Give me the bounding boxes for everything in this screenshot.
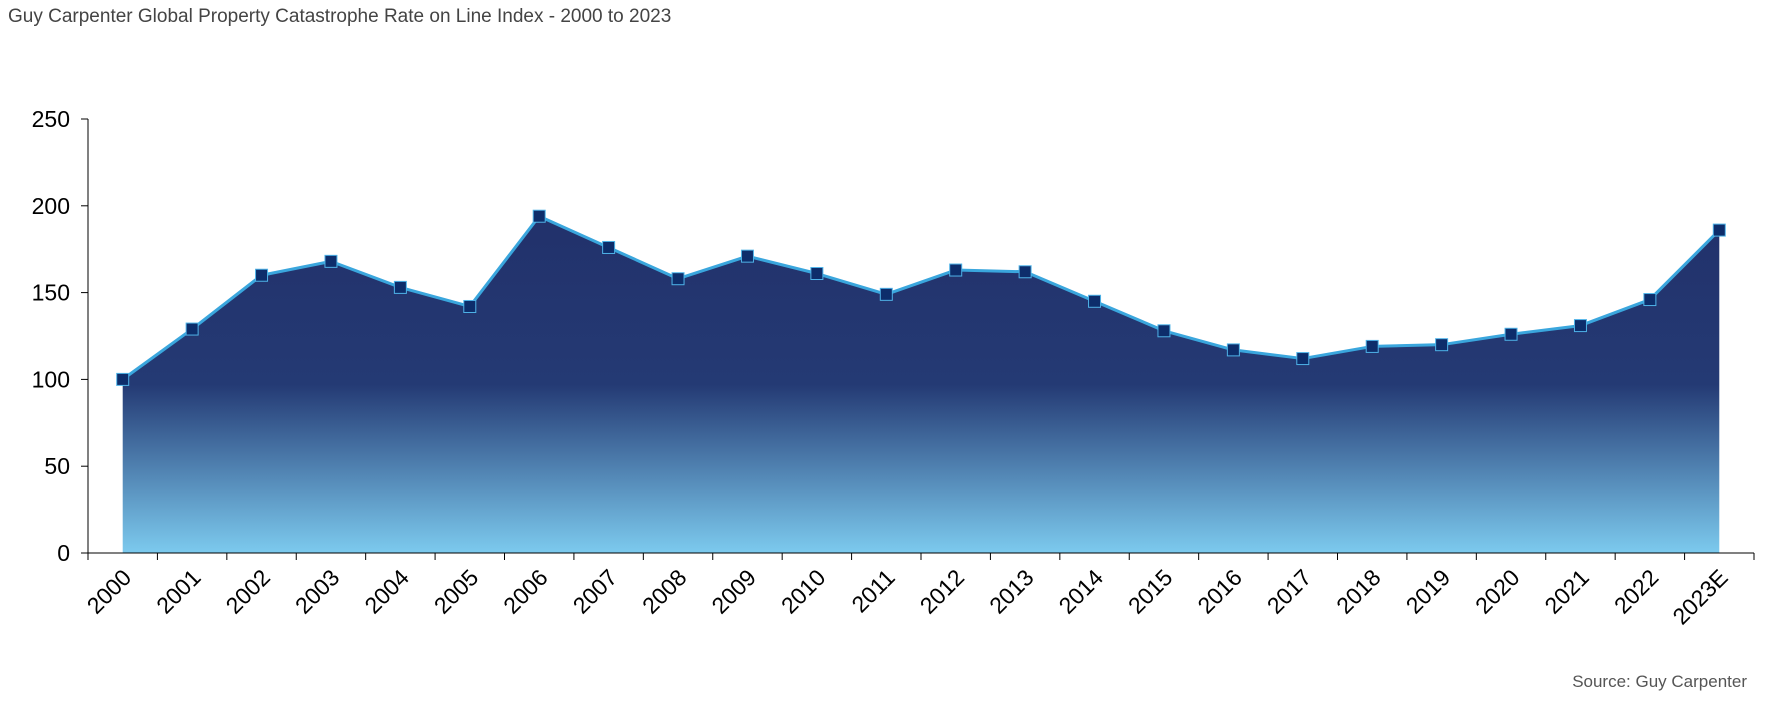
data-point-2010 [810, 267, 824, 281]
area-layer [122, 216, 1720, 553]
source-note: Source: Guy Carpenter [1572, 672, 1747, 691]
x-tick-label: 2000 [82, 564, 137, 619]
x-tick-label: 2022 [1609, 564, 1664, 619]
data-point-2021 [1573, 319, 1587, 333]
series-line [121, 214, 1721, 381]
y-tick-label: 150 [32, 280, 70, 306]
y-tick-label: 200 [32, 193, 70, 219]
x-tick-label: 2003 [290, 564, 345, 619]
x-tick-label: 2021 [1539, 564, 1594, 619]
data-point-2007 [602, 240, 616, 254]
data-point-2015 [1157, 324, 1171, 338]
x-tick-label: 2023E [1667, 564, 1732, 629]
data-point-2004 [393, 280, 407, 294]
data-point-2008 [671, 272, 685, 286]
x-tick-label: 2004 [359, 564, 414, 619]
x-tick-label: 2011 [846, 564, 899, 617]
data-point-2023E [1712, 223, 1726, 237]
x-tick-label: 2019 [1401, 564, 1456, 619]
x-tick-label: 2009 [706, 564, 761, 619]
x-tick-label: 2007 [568, 564, 623, 619]
x-axis-ticks: 2000 2001 2002 2003 2004 2005 2006 2007 2008 2009… [82, 553, 1755, 630]
x-tick-label: 2006 [498, 564, 553, 619]
data-point-2016 [1226, 343, 1240, 357]
x-tick-label: 2005 [429, 564, 484, 619]
data-point-2012 [949, 263, 963, 277]
x-tick-label: 2010 [776, 564, 831, 619]
x-tick-label: 2014 [1054, 564, 1109, 619]
line-layer [121, 214, 1721, 381]
x-tick-label: 2015 [1123, 564, 1178, 619]
y-tick-label: 250 [32, 106, 70, 132]
data-point-2017 [1296, 352, 1310, 366]
x-tick-label: 2001 [151, 564, 206, 619]
data-point-2019 [1435, 338, 1449, 352]
x-tick-label: 2016 [1192, 564, 1247, 619]
data-point-2014 [1088, 294, 1102, 308]
marker-layer [116, 209, 1726, 386]
data-point-2011 [879, 287, 893, 301]
data-point-2022 [1643, 293, 1657, 307]
data-point-2020 [1504, 327, 1518, 341]
x-tick-label: 2017 [1262, 564, 1317, 619]
data-point-2013 [1018, 265, 1032, 279]
x-tick-label: 2002 [221, 564, 276, 619]
y-axis-ticks: 0 50 100 150 200 250 [32, 106, 88, 566]
data-point-2003 [324, 254, 338, 268]
x-tick-label: 2020 [1470, 564, 1525, 619]
y-tick-label: 50 [44, 453, 70, 479]
data-point-2005 [463, 299, 477, 313]
y-tick-label: 100 [32, 366, 70, 392]
data-point-2009 [740, 249, 754, 263]
data-point-2002 [255, 268, 269, 282]
data-point-2006 [532, 209, 546, 223]
x-tick-label: 2008 [637, 564, 692, 619]
y-tick-label: 0 [57, 540, 70, 566]
x-tick-label: 2013 [984, 564, 1039, 619]
data-point-2018 [1365, 339, 1379, 353]
x-tick-label: 2018 [1331, 564, 1386, 619]
x-tick-label: 2012 [915, 564, 970, 619]
area-fill [122, 216, 1720, 553]
data-point-2000 [116, 372, 130, 386]
data-point-2001 [185, 322, 199, 336]
chart-title: Guy Carpenter Global Property Catastroph… [8, 6, 672, 27]
